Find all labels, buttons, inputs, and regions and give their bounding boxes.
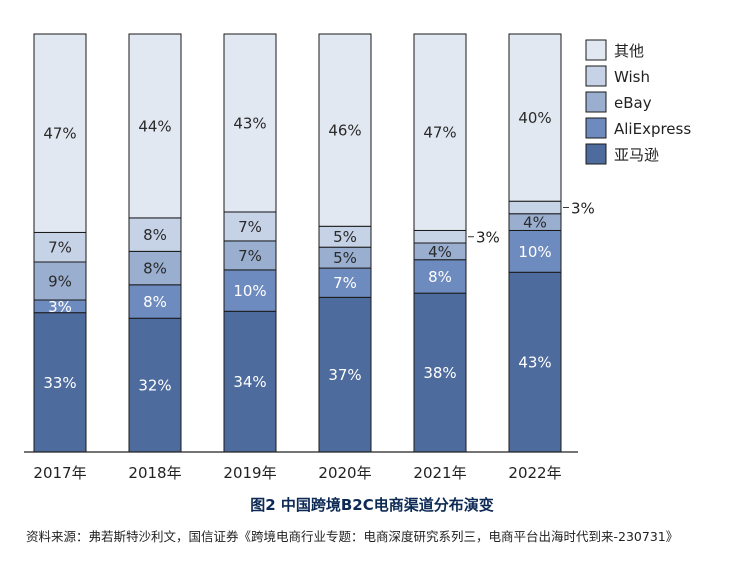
data-label: 37%	[328, 366, 361, 384]
stacked-bar-chart: 33% 3% 9% 7% 47% 32% 8% 8% 8% 44% 34% 10% 7% 7% 43% 37%…	[24, 33, 691, 482]
data-label: 3%	[48, 298, 72, 316]
data-label: 4%	[523, 214, 547, 232]
legend-swatch	[585, 39, 607, 61]
data-label: 32%	[138, 377, 171, 395]
data-label: 40%	[518, 109, 551, 127]
x-tick-label: 2021年	[413, 464, 466, 482]
data-label: 38%	[423, 364, 456, 382]
bar-segment	[413, 292, 467, 453]
data-label: 10%	[518, 243, 551, 261]
bar-segment	[33, 33, 87, 233]
x-tick-label: 2019年	[223, 464, 276, 482]
data-label: 43%	[518, 354, 551, 372]
data-label: 7%	[238, 247, 262, 265]
bar-segment	[33, 312, 87, 453]
legend: 其他 Wish eBay AliExpress 亚马逊	[585, 39, 691, 165]
figure-caption-title: 图2 中国跨境B2C电商渠道分布演变	[250, 496, 494, 514]
bar-segment	[223, 211, 277, 242]
data-label: 33%	[43, 374, 76, 392]
bar-segment	[508, 33, 562, 202]
bar-segment	[223, 33, 277, 213]
data-label: 8%	[143, 260, 167, 278]
bar-segment	[128, 250, 182, 286]
bar-segment	[508, 229, 562, 273]
data-label: 5%	[333, 228, 357, 246]
data-label: 10%	[233, 282, 266, 300]
legend-label: Wish	[614, 68, 650, 86]
legend-label: eBay	[614, 94, 652, 112]
data-label: 3%	[476, 229, 500, 247]
data-label: 8%	[143, 226, 167, 244]
x-axis: 2017年 2018年 2019年 2020年 2021年 2022年	[24, 451, 578, 482]
data-label: 34%	[233, 373, 266, 391]
bar-segment	[128, 33, 182, 219]
x-tick-label: 2022年	[508, 464, 561, 482]
data-label: 43%	[233, 114, 266, 132]
legend-swatch	[585, 143, 607, 165]
legend-swatch	[585, 91, 607, 113]
bar-segment	[128, 217, 182, 252]
legend-swatch	[585, 65, 607, 87]
data-label: 8%	[143, 293, 167, 311]
data-label: 3%	[571, 199, 595, 217]
data-label: 4%	[428, 243, 452, 261]
legend-label: 其他	[614, 42, 644, 60]
x-tick-label: 2017年	[33, 464, 86, 482]
bar-segment	[223, 269, 277, 312]
data-label: 9%	[48, 273, 72, 291]
bar-segment	[413, 229, 467, 244]
bar-segment	[128, 284, 182, 319]
data-label: 44%	[138, 117, 171, 135]
figure-source-note: 资料来源：弗若斯特沙利文，国信证券《跨境电商行业专题：电商深度研究系列三，电商平…	[26, 529, 679, 544]
bar-segment	[413, 33, 467, 231]
data-label: 47%	[423, 124, 456, 142]
data-label: 46%	[328, 122, 361, 140]
data-label: 7%	[333, 274, 357, 292]
bars-group: 33% 3% 9% 7% 47% 32% 8% 8% 8% 44% 34% 10% 7% 7% 43% 37%…	[33, 33, 595, 453]
data-label: 7%	[238, 218, 262, 236]
bar-segment	[508, 200, 562, 215]
bar-segment	[318, 33, 372, 227]
legend-swatch	[585, 117, 607, 139]
bar-segment	[413, 259, 467, 294]
legend-label: AliExpress	[614, 120, 691, 138]
bar-segment	[318, 267, 372, 298]
data-label: 7%	[48, 239, 72, 257]
data-label: 5%	[333, 249, 357, 267]
bar-segment	[318, 296, 372, 453]
data-label: 47%	[43, 125, 76, 143]
data-label: 8%	[428, 268, 452, 286]
bar-segment	[508, 271, 562, 453]
bar-segment	[223, 240, 277, 271]
bar-segment	[33, 231, 87, 263]
x-tick-label: 2018年	[128, 464, 181, 482]
legend-label: 亚马逊	[614, 146, 659, 164]
x-tick-label: 2020年	[318, 464, 371, 482]
